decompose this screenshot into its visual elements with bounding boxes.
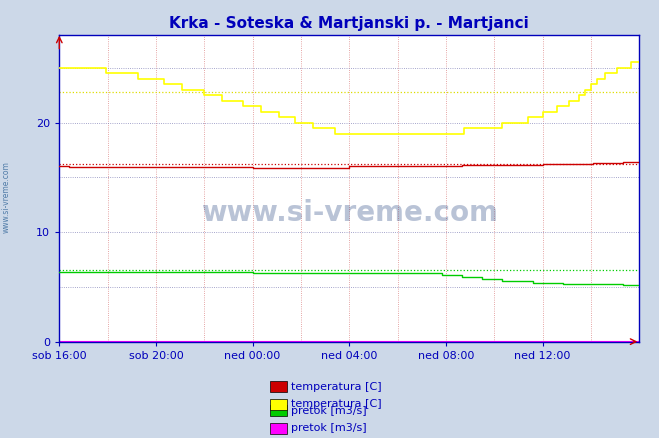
Text: temperatura [C]: temperatura [C] [291,382,382,392]
Text: www.si-vreme.com: www.si-vreme.com [201,199,498,227]
Title: Krka - Soteska & Martjanski p. - Martjanci: Krka - Soteska & Martjanski p. - Martjan… [169,16,529,31]
Text: pretok [m3/s]: pretok [m3/s] [291,424,367,433]
Text: www.si-vreme.com: www.si-vreme.com [2,161,11,233]
Text: pretok [m3/s]: pretok [m3/s] [291,406,367,416]
Text: temperatura [C]: temperatura [C] [291,399,382,409]
